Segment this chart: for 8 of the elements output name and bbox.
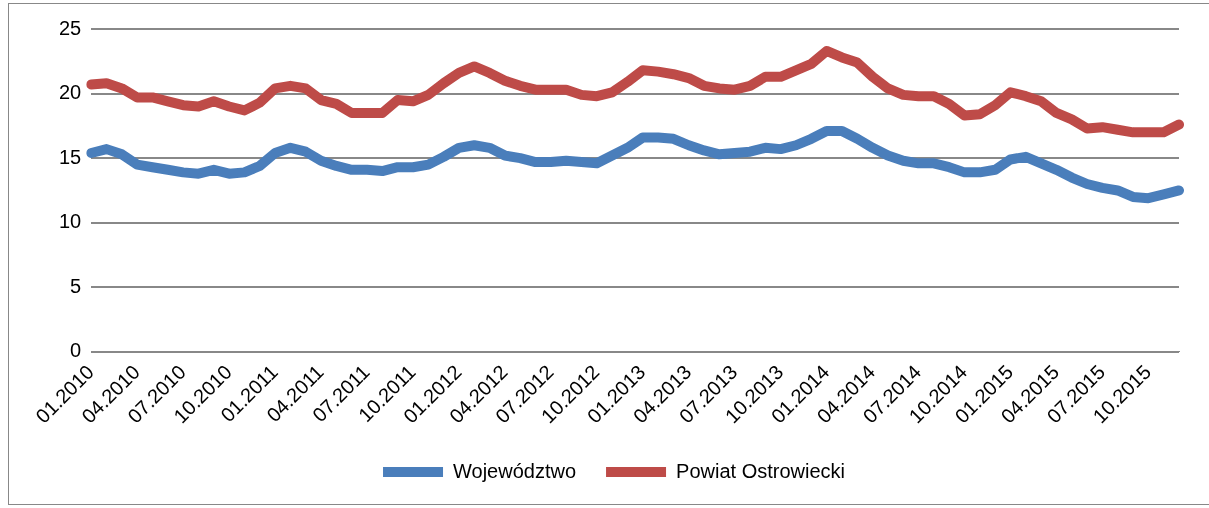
y-tick-label: 25 [59, 16, 82, 39]
legend-label: Województwo [453, 459, 577, 482]
y-tick-label: 20 [59, 81, 82, 104]
y-tick-label: 5 [70, 274, 82, 297]
y-tick-label: 10 [59, 210, 82, 233]
legend-label: Powiat Ostrowiecki [676, 459, 845, 482]
y-tick-label: 15 [59, 145, 82, 168]
y-tick-label: 0 [70, 339, 82, 362]
